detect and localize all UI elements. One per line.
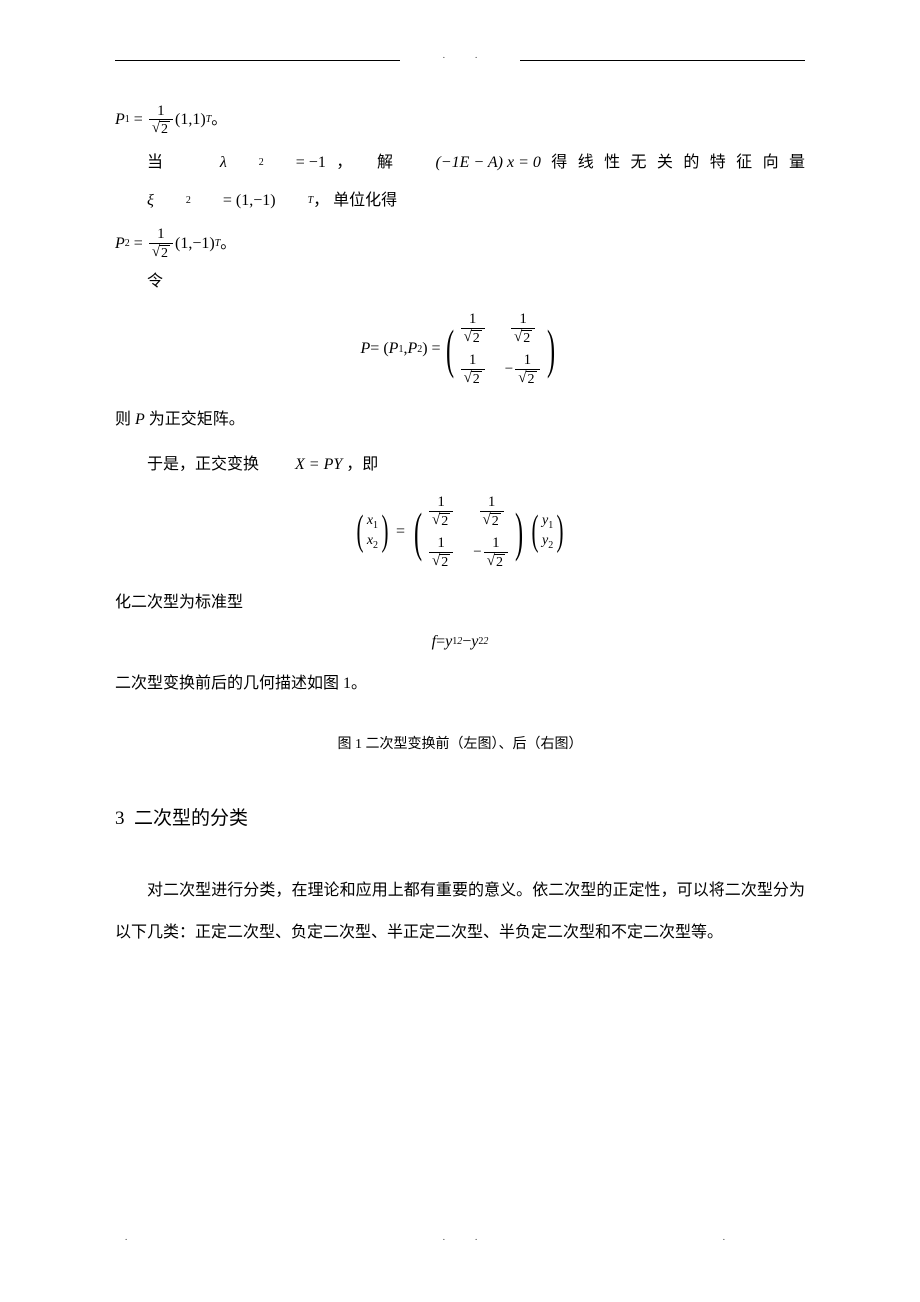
line-lambda2: 当 λ2 = −1， 解(−1E − A) x = 0得线性无关的特征向量ξ2 … bbox=[115, 144, 805, 221]
footer-dot-left: . bbox=[125, 1232, 127, 1242]
line-transform: 于是，正交变换 X = PY ，即 bbox=[115, 446, 805, 485]
line-fig-desc: 二次型变换前后的几何描述如图 1。 bbox=[115, 665, 805, 703]
eq-P-matrix: P = ( P1, P2 ) = ( 1√2 1√2 1√2 −1√2 ) bbox=[115, 311, 805, 387]
line-orthogonal: 则 P 为正交矩阵。 bbox=[115, 401, 805, 440]
var-p1: P bbox=[115, 101, 125, 139]
section-3-body: 对二次型进行分类，在理论和应用上都有重要的意义。依二次型的正定性，可以将二次型分… bbox=[115, 870, 805, 953]
frac-1-sqrt2: 1 √2 bbox=[149, 103, 173, 138]
line-let: 令 bbox=[115, 263, 805, 301]
footer-dot-mid: .. bbox=[413, 1232, 508, 1242]
section-3-title: 3 二次型的分类 bbox=[115, 803, 805, 830]
line-p1: P1 = 1 √2 (1,1)T 。 bbox=[115, 101, 805, 140]
footer-dot-right: . bbox=[723, 1232, 725, 1242]
line-p2: P2 = 1 √2 (1,−1)T 。 bbox=[115, 225, 805, 264]
line-standard: 化二次型为标准型 bbox=[115, 584, 805, 622]
eq-xy: ( x1x2 ) = ( 1√2 1√2 1√2 −1√2 ) ( y1y2 bbox=[115, 494, 805, 570]
figure-caption: 图 1 二次型变换前（左图）、后（右图） bbox=[115, 733, 805, 753]
page: .. P1 = 1 √2 (1,1)T 。 当 λ2 = −1， 解(−1E −… bbox=[0, 0, 920, 1302]
header-dots: .. bbox=[400, 50, 520, 66]
eq-f: f = y12 − y22 bbox=[115, 632, 805, 650]
